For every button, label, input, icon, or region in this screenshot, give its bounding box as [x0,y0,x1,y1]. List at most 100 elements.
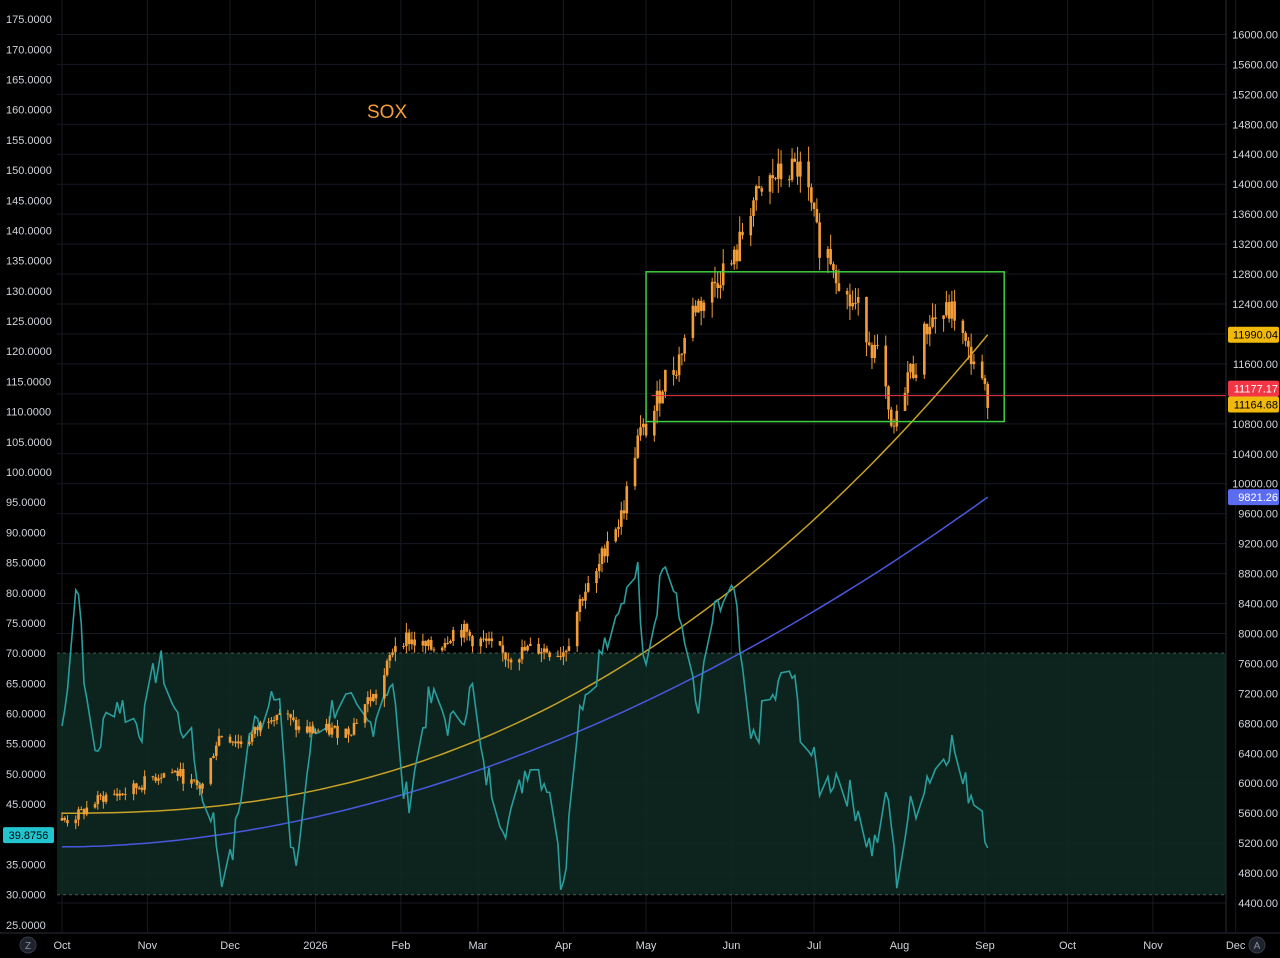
candle-body [622,510,626,514]
corner-left-icon[interactable] [19,936,37,954]
price-badge-label: 11990.04 [1233,330,1278,342]
candle-body [181,769,185,784]
left-axis-tick: 120.0000 [6,346,52,358]
candle-body [413,639,416,646]
time-axis-label: Aug [890,940,910,952]
time-axis-label: Nov [138,940,158,952]
candle-body [190,779,193,784]
candle-body [228,736,232,743]
candle-body [799,161,802,177]
candle-body [980,361,984,379]
candle-body [195,780,199,786]
candle-body [683,337,686,354]
candle-body [99,795,102,797]
candle-body [837,283,841,291]
candle-body [325,723,328,731]
candle-body [953,301,956,321]
candle-body [774,178,777,180]
left-axis-tick: 105.0000 [6,437,52,449]
left-axis-tick: 50.0000 [6,769,46,781]
candle-body [82,809,86,815]
candle-body [173,770,177,773]
candle-body [201,783,204,789]
time-axis-label: Feb [391,940,410,952]
candle-body [548,652,551,658]
candle-body [633,457,637,487]
candle-body [344,728,348,738]
candle-body [876,344,879,346]
candle-body [529,643,532,647]
candle-body [372,693,375,701]
candle-body [788,179,791,181]
candle-body [760,188,764,192]
candle-body [292,717,295,720]
candle-body [212,755,215,758]
candle-body [719,285,722,289]
moving-averages [61,334,989,848]
left-axis-tick: 110.0000 [6,407,51,419]
candle-body [716,283,719,289]
candle-body [369,697,372,701]
candle-body [440,647,444,651]
time-axis-label: Oct [53,940,70,952]
candle-body [352,722,356,735]
range-rectangle[interactable] [645,271,1005,423]
price-badge [1228,489,1279,506]
candle-body [363,704,367,723]
candle-body [267,721,270,723]
candle-body [892,425,896,427]
candle-body [856,296,860,303]
candle-body [278,713,281,715]
candle-body [330,727,334,735]
right-axis[interactable]: 16000.00 15600.00 15200.00 14800.00 14400.00… [1225,0,1279,932]
candle-body [564,650,568,653]
left-axis-tick: 75.0000 [6,618,46,630]
candle-body [675,374,678,376]
candle-body [410,639,414,645]
right-axis-tick: 9600.00 [1238,509,1278,521]
candle-body [642,423,645,428]
candle-body [732,249,736,265]
drawings[interactable] [645,271,1226,423]
candle-body [873,344,877,358]
left-axis-tick: 125.0000 [6,316,52,328]
candle-body [603,548,607,557]
left-axis-tick: 115.0000 [6,376,51,388]
right-axis-tick: 6000.00 [1238,778,1278,790]
rsi-line [61,561,989,891]
auto-scale-icon[interactable] [1248,936,1266,954]
candle-body [903,392,907,411]
candle-body [738,231,742,262]
candle-body [691,305,695,338]
rsi-band [57,652,1226,896]
candle-body [504,652,507,660]
candle-body [192,779,196,781]
left-axis-tick: 175.0000 [6,14,52,26]
left-axis-tick: 140.0000 [6,225,52,237]
right-axis-tick: 14000.00 [1232,179,1278,191]
candle-body [884,345,888,387]
candle-body [336,725,339,738]
candle-body [275,714,279,721]
candle-body [562,652,565,657]
candle-body [807,161,810,188]
candle-body [606,541,609,557]
candle-body [214,745,218,756]
candle-body [427,639,430,646]
candle-body [63,817,67,821]
candle-body [741,231,744,236]
candle-body [942,315,945,320]
candle-body [909,363,912,373]
candle-body [658,390,662,404]
left-axis-tick: 155.0000 [6,135,52,147]
time-axis[interactable]: Oct Nov Dec 2026 Feb Mar Apr May Jun Jul Aug Sep Oct… [0,932,1280,958]
candle-body [757,186,761,189]
candle-body [239,741,243,745]
long-moving-average-line [61,496,989,848]
candle-body [394,646,397,653]
candle-body [845,290,849,295]
left-axis-tick: 150.0000 [6,165,52,177]
chart-title: SOX [367,102,407,123]
candle-body [460,629,463,638]
